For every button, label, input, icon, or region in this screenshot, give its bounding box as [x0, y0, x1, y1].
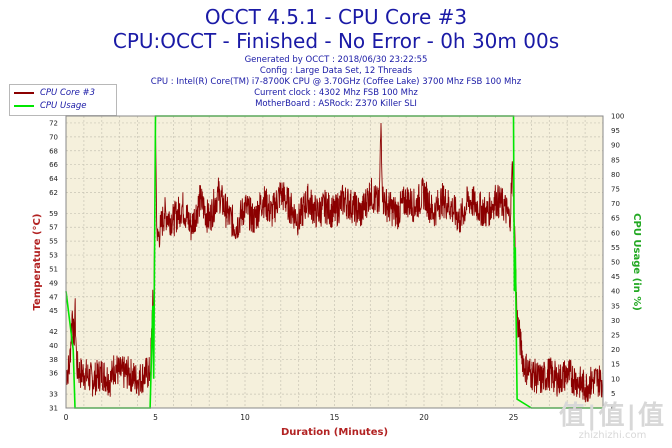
info-generated: Generated by OCCT : 2018/06/30 23:22:55	[244, 55, 428, 65]
watermark-logo: 值|值|值 zhizhizhi.com	[559, 402, 666, 442]
y-tick-label-left: 57	[49, 224, 58, 232]
legend-item-cpu-usage: CPU Usage	[14, 100, 86, 112]
y-tick-label-right: 35	[611, 302, 620, 310]
y-tick-label-left: 72	[49, 119, 58, 127]
y-tick-label-left: 31	[49, 405, 58, 413]
watermark-text: 值|值|值	[559, 401, 666, 431]
plot-border	[65, 115, 604, 409]
y-tick-label-left: 70	[49, 133, 58, 141]
legend-label-cpu-usage: CPU Usage	[40, 101, 87, 111]
y-tick-label-left: 66	[49, 161, 58, 169]
y-tick-label-right: 65	[611, 215, 620, 223]
y-tick-label-right: 70	[611, 200, 620, 208]
y-tick-label-left: 42	[49, 328, 58, 336]
y-tick-label-right: 55	[611, 244, 620, 252]
y-tick-label-left: 68	[49, 147, 58, 155]
y-tick-label-left: 36	[49, 370, 58, 378]
y-tick-label-left: 62	[49, 189, 58, 197]
y-tick-label-left: 33	[49, 391, 58, 399]
legend-swatch-temperature	[14, 92, 34, 94]
y-tick-label-left: 53	[49, 252, 58, 260]
x-tick-label: 0	[64, 413, 69, 422]
y-tick-label-right: 5	[611, 390, 615, 398]
y-tick-label-left: 51	[49, 265, 58, 273]
y-tick-label-right: 100	[611, 113, 624, 121]
y-tick-label-right: 75	[611, 186, 620, 194]
info-motherboard: MotherBoard : ASRock: Z370 Killer SLI	[255, 99, 417, 109]
x-tick-label: 15	[330, 413, 340, 422]
legend-item-cpu-core: CPU Core #3	[14, 87, 95, 99]
y-tick-label-right: 40	[611, 288, 620, 296]
y-tick-label-right: 30	[611, 317, 620, 325]
chart-legend: CPU Core #3 CPU Usage	[9, 84, 117, 116]
y-tick-label-right: 95	[611, 127, 620, 135]
y-tick-label-left: 38	[49, 356, 58, 364]
y-tick-label-left: 59	[49, 210, 58, 218]
watermark-url: zhizhizhi.com	[578, 430, 647, 441]
y-axis-label-left: Temperature (°C)	[32, 214, 43, 311]
y-tick-label-left: 64	[49, 175, 58, 183]
y-tick-label-right: 50	[611, 259, 620, 267]
chart-title: OCCT 4.5.1 - CPU Core #3	[204, 5, 468, 29]
x-tick-label: 20	[419, 413, 429, 422]
y-tick-label-right: 25	[611, 332, 620, 340]
x-axis-label: Duration (Minutes)	[281, 427, 388, 438]
info-current-clock: Current clock : 4302 Mhz FSB 100 Mhz	[254, 88, 418, 98]
info-config: Config : Large Data Set, 12 Threads	[259, 66, 413, 76]
info-cpu: CPU : Intel(R) Core(TM) i7-8700K CPU @ 3…	[150, 77, 522, 87]
y-tick-label-right: 20	[611, 346, 620, 354]
legend-label-cpu-core: CPU Core #3	[40, 88, 96, 98]
x-tick-label: 25	[509, 413, 519, 422]
y-tick-label-left: 55	[49, 238, 58, 246]
y-tick-label-right: 80	[611, 171, 620, 179]
x-tick-label: 10	[240, 413, 250, 422]
y-tick-label-right: 45	[611, 273, 620, 281]
y-tick-label-right: 10	[611, 375, 620, 383]
y-tick-label-right: 15	[611, 361, 620, 369]
y-tick-label-left: 45	[49, 307, 58, 315]
y-tick-label-right: 60	[611, 229, 620, 237]
y-tick-label-right: 0	[611, 405, 615, 413]
y-tick-label-left: 40	[49, 342, 58, 350]
legend-swatch-usage	[14, 105, 34, 107]
y-tick-label-right: 90	[611, 142, 620, 150]
chart-subtitle: CPU:OCCT - Finished - No Error - 0h 30m …	[112, 29, 560, 53]
y-axis-label-right: CPU Usage (in %)	[631, 213, 642, 311]
y-tick-label-left: 47	[49, 293, 58, 301]
y-tick-label-left: 49	[49, 279, 58, 287]
tick-labels: 3133363840424547495153555759626466687072…	[49, 113, 624, 423]
y-tick-label-right: 85	[611, 156, 620, 164]
x-tick-label: 5	[153, 413, 158, 422]
